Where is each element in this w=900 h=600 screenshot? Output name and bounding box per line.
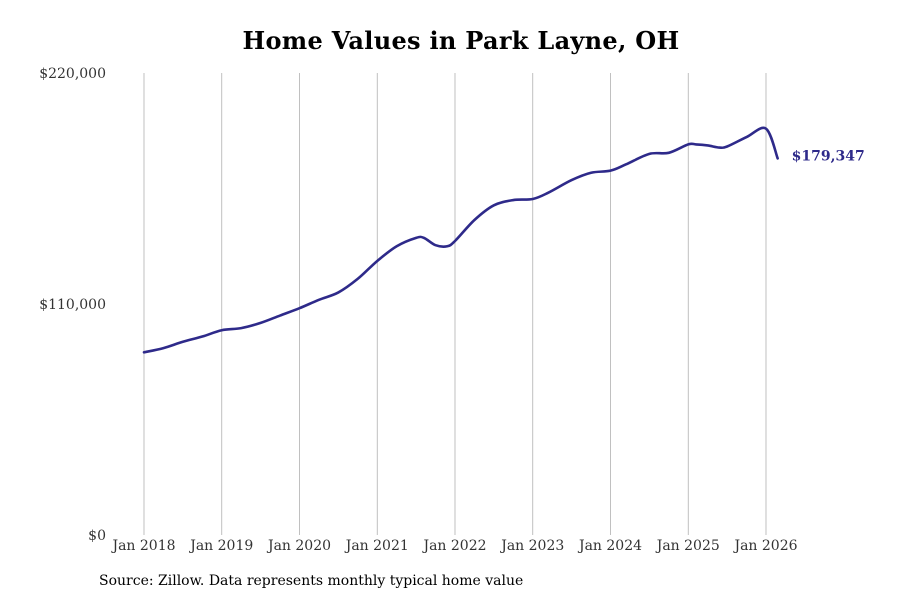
x-tick-label: Jan 2022 [421,538,486,554]
y-tick-label: $220,000 [39,66,106,82]
series-layer [142,126,779,354]
x-tick-label: Jan 2018 [110,538,175,554]
x-tick-label: Jan 2025 [655,538,720,554]
x-tick-label: Jan 2024 [577,538,642,554]
end-value-label: $179,347 [792,148,865,164]
y-axis-ticks: $0 $110,000 $220,000 [39,66,106,544]
x-tick-label: Jan 2023 [499,538,564,554]
x-tick-label: Jan 2026 [732,538,797,554]
gridlines [143,73,767,535]
x-axis-ticks: Jan 2018 Jan 2019 Jan 2020 Jan 2021 Jan 2022… [110,538,797,554]
data-labels: $179,347 [792,148,865,164]
x-tick-label: Jan 2020 [266,538,331,554]
x-tick-label: Jan 2019 [188,538,253,554]
series-line [142,126,779,354]
y-tick-label: $110,000 [39,297,106,313]
source-note: Source: Zillow. Data represents monthly … [99,573,524,589]
chart-title: Home Values in Park Layne, OH [242,26,680,55]
x-tick-label: Jan 2021 [344,538,409,554]
y-tick-label: $0 [88,528,106,544]
